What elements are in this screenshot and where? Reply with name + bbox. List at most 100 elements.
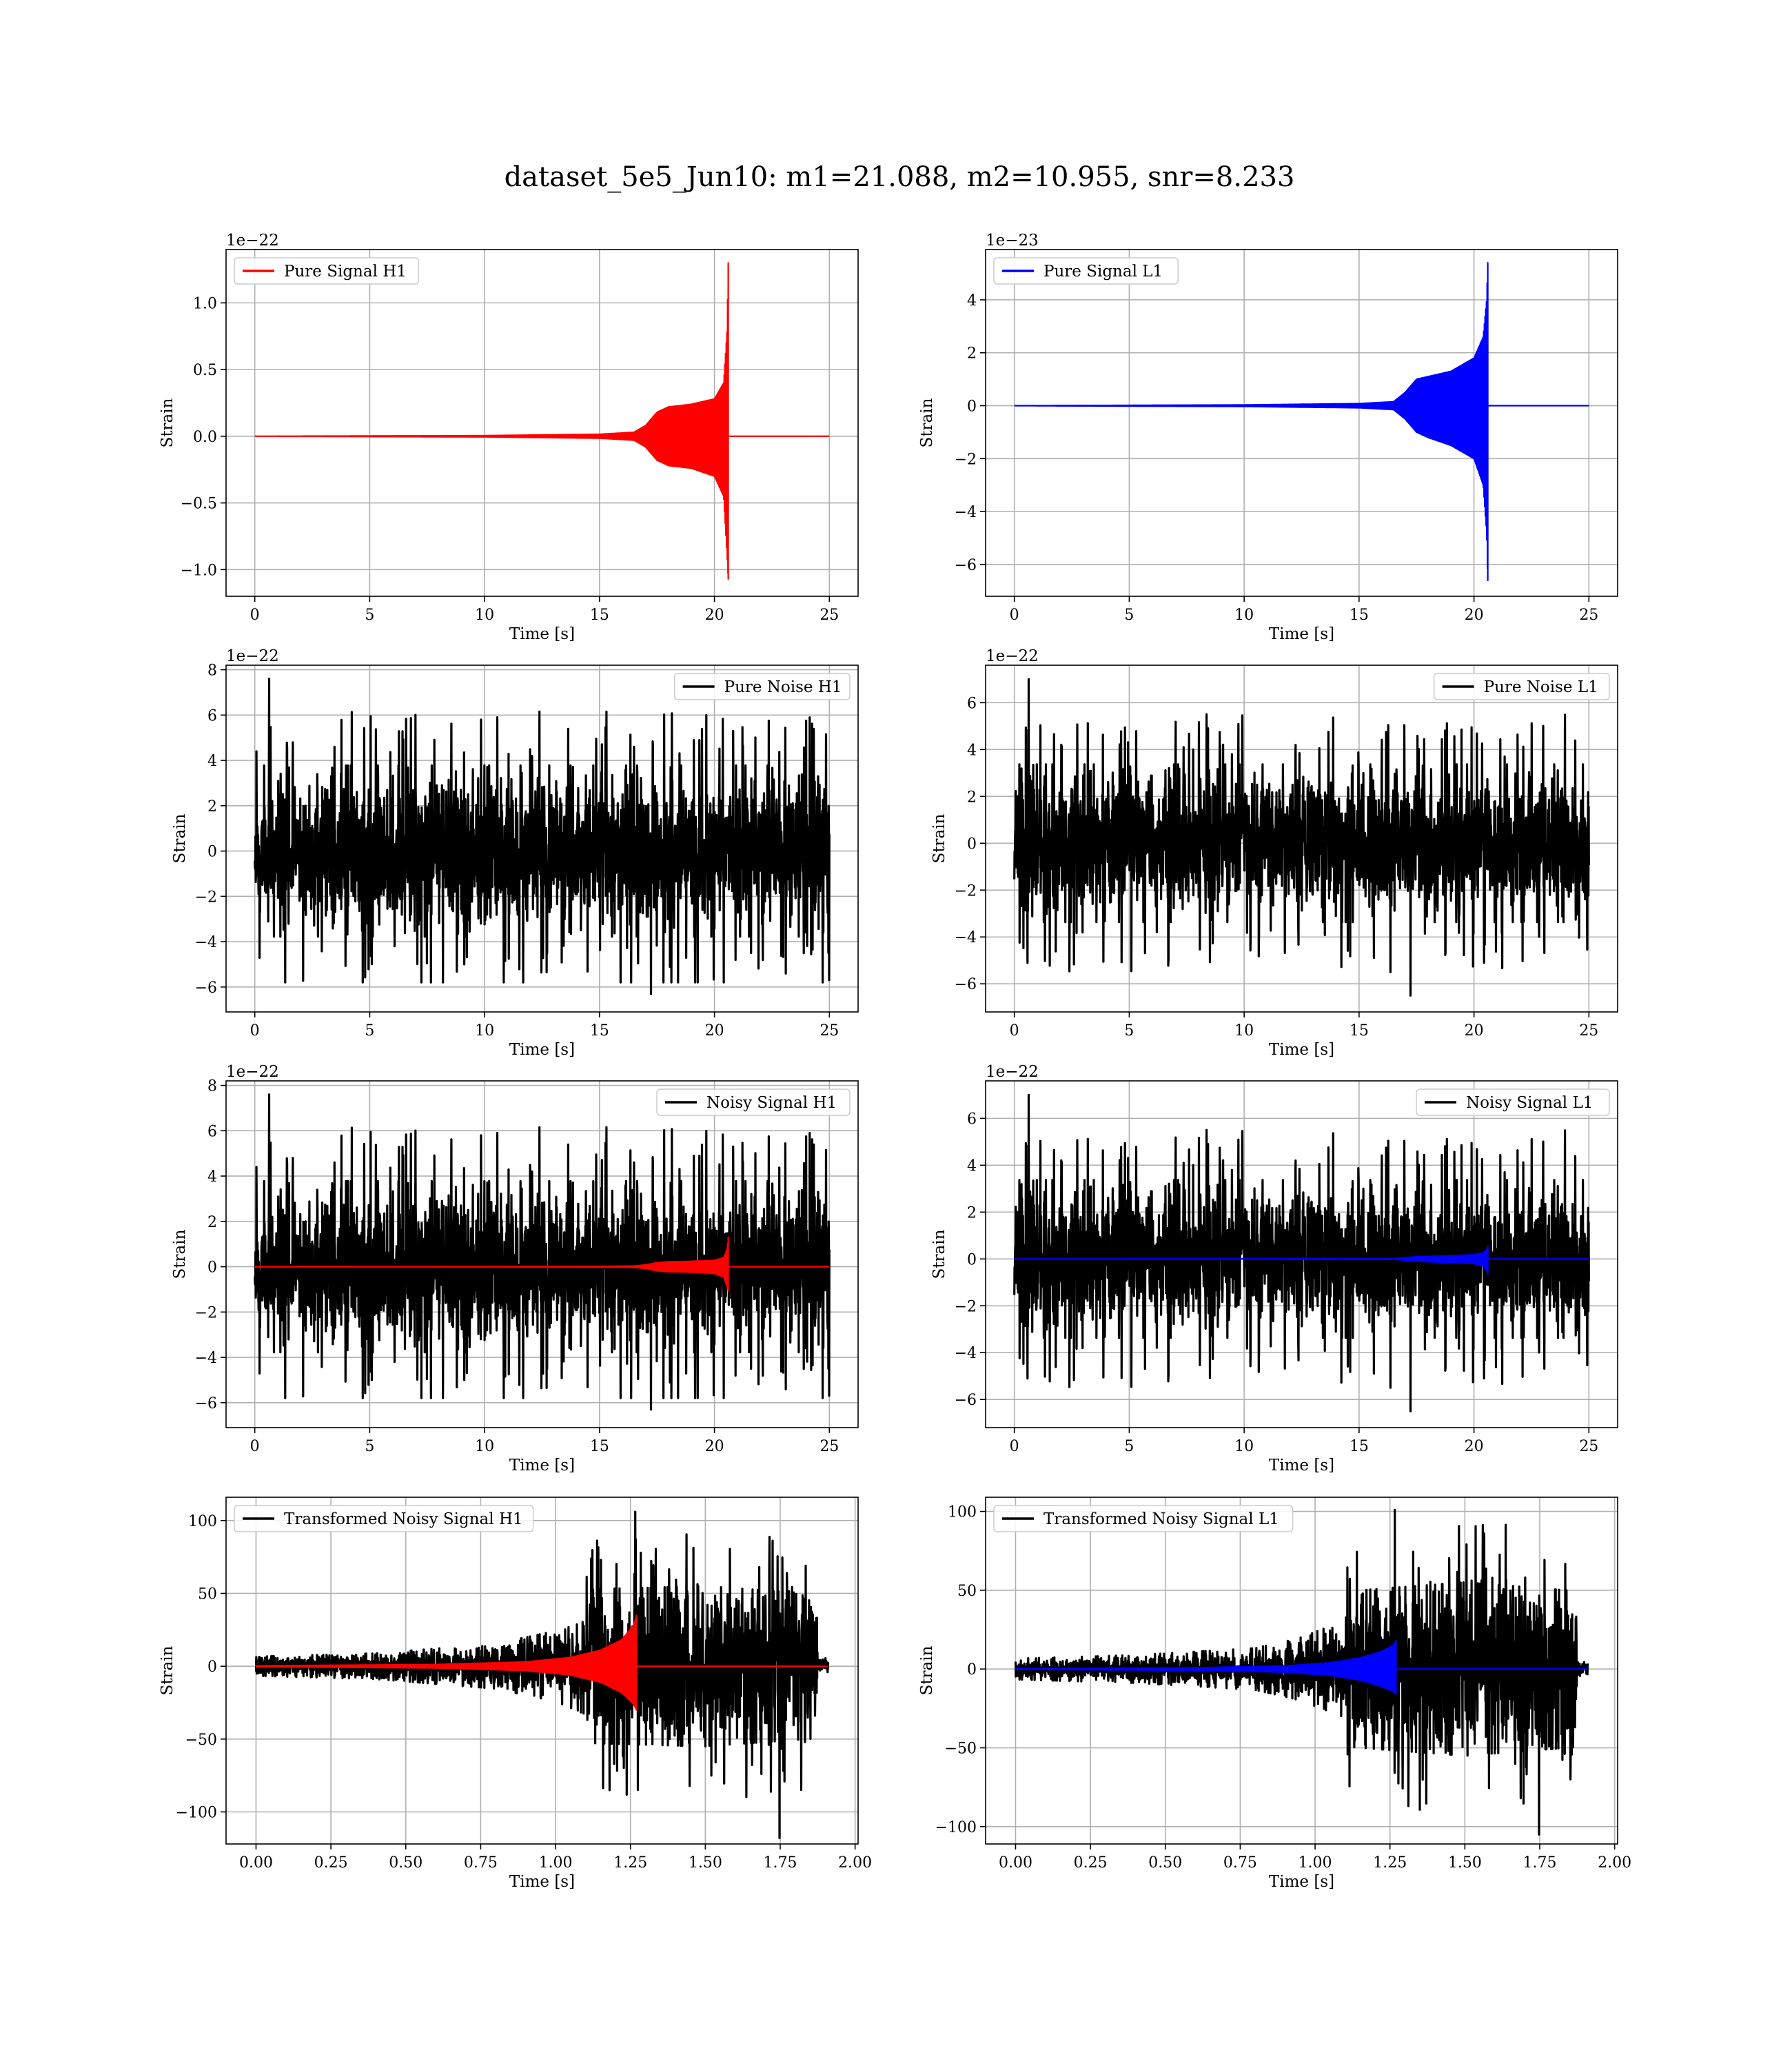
x-tick-label: 0 — [1010, 1022, 1019, 1040]
y-tick-label: −4 — [955, 504, 977, 521]
axes-frame — [985, 1080, 1618, 1428]
y-tick-label: 100 — [188, 1513, 217, 1530]
series-chirp-overlay — [1014, 1245, 1589, 1275]
y-tick-label: 2 — [967, 789, 977, 806]
x-tick-label: 5 — [1124, 1022, 1134, 1040]
y-tick-label: 6 — [207, 707, 217, 724]
x-tick-label: 10 — [475, 1022, 494, 1040]
x-tick-label: 25 — [819, 1438, 839, 1455]
plot-area — [254, 262, 830, 580]
y-tick-label: −2 — [195, 889, 217, 906]
x-tick-label: 20 — [705, 1022, 724, 1040]
x-axis-label: Time [s] — [509, 1873, 575, 1891]
series-chirp-overlay — [255, 1614, 828, 1711]
legend-label: Noisy Signal L1 — [1466, 1094, 1593, 1112]
x-tick-label: 2.00 — [1598, 1854, 1631, 1872]
y-tick-label: 0.0 — [193, 429, 217, 446]
legend-box — [1416, 1088, 1610, 1116]
legend-label: Transformed Noisy Signal H1 — [284, 1510, 523, 1528]
x-tick-label: 0 — [1010, 1438, 1019, 1455]
y-tick-label: 6 — [207, 1123, 217, 1140]
series-transformed-noisy-signal-h1 — [254, 1510, 830, 1840]
y-tick-label: 4 — [967, 742, 977, 759]
legend: Pure Signal L1 — [993, 257, 1179, 285]
x-tick-label: 0 — [250, 1022, 260, 1040]
offset-label: 1e−22 — [986, 647, 1039, 665]
y-tick-label: 0 — [967, 398, 977, 416]
y-tick-label: −100 — [176, 1805, 217, 1822]
y-tick-label: 1.0 — [193, 295, 217, 312]
y-tick-label: 2 — [207, 798, 217, 815]
legend: Noisy Signal L1 — [1416, 1088, 1610, 1116]
x-tick-label: 10 — [1234, 1022, 1254, 1040]
x-tick-label: 0 — [1010, 607, 1019, 624]
y-tick-label: −100 — [935, 1819, 977, 1836]
plot-area — [1014, 262, 1589, 582]
x-tick-label: 15 — [590, 607, 609, 624]
x-tick-label: 15 — [1350, 1438, 1369, 1455]
x-tick-label: 0.75 — [1223, 1854, 1257, 1872]
axes-frame — [225, 1080, 859, 1428]
legend-label: Pure Signal H1 — [284, 263, 407, 281]
legend: Transformed Noisy Signal H1 — [234, 1505, 534, 1532]
y-tick-label: −6 — [195, 1395, 217, 1412]
y-tick-label: 4 — [967, 292, 977, 310]
legend-label: Pure Signal L1 — [1043, 263, 1163, 281]
x-axis-label: Time [s] — [1269, 1457, 1334, 1474]
x-tick-label: 0.25 — [1074, 1854, 1108, 1872]
legend: Transformed Noisy Signal L1 — [993, 1505, 1294, 1532]
y-tick-label: 0 — [207, 1259, 217, 1277]
y-tick-label: −4 — [955, 1345, 977, 1362]
x-tick-label: 10 — [475, 1438, 494, 1455]
x-tick-label: 0 — [250, 607, 260, 624]
y-tick-label: 0 — [207, 1659, 217, 1676]
legend-box — [993, 257, 1179, 285]
chart-transformed-noisy-signal-h1: 0.00 0.25 0.50 0.75 1.00 1.25 1.50 1.75 2.00 −100… — [159, 1497, 872, 1891]
y-tick-label: 8 — [207, 1078, 217, 1095]
x-tick-label: 20 — [705, 607, 724, 624]
y-tick-label: 6 — [967, 1111, 977, 1128]
legend-label: Pure Noise L1 — [1484, 678, 1598, 696]
x-tick-label: 0.00 — [239, 1854, 273, 1872]
chart-pure-noise-l1: 0 5 10 15 20 25 −6 −4 −2 0 2 4 6 Time [s] Strain 1e−22 P… — [930, 647, 1618, 1059]
y-tick-label: −6 — [955, 1392, 977, 1409]
y-tick-label: 100 — [948, 1504, 977, 1521]
series-chirp-overlay — [1015, 1640, 1588, 1695]
y-tick-label: 50 — [957, 1583, 977, 1600]
y-tick-label: −6 — [955, 557, 977, 574]
x-tick-label: 20 — [1465, 607, 1484, 624]
x-tick-label: 1.25 — [613, 1854, 647, 1872]
axes-frame — [985, 249, 1618, 597]
x-tick-label: 10 — [475, 607, 494, 624]
offset-label: 1e−22 — [226, 232, 279, 250]
series-pure-noise-l1 — [1013, 678, 1590, 997]
plot-area — [1013, 678, 1590, 997]
x-tick-label: 25 — [819, 607, 839, 624]
y-tick-label: −2 — [955, 1298, 977, 1315]
y-axis-label: Strain — [918, 398, 936, 447]
y-tick-label: 6 — [967, 695, 977, 712]
plot-area — [254, 1510, 830, 1840]
y-tick-label: −6 — [955, 976, 977, 993]
x-tick-label: 1.25 — [1373, 1854, 1407, 1872]
x-tick-label: 0 — [250, 1438, 260, 1455]
y-tick-label: 0.5 — [193, 362, 217, 379]
series-chirp-overlay — [254, 1236, 830, 1292]
x-tick-label: 5 — [1124, 1438, 1134, 1455]
offset-label: 1e−23 — [986, 232, 1039, 250]
chart-noisy-signal-l1: 0 5 10 15 20 25 −6 −4 −2 0 2 4 6 Time [s] Strain 1e−22 N… — [930, 1063, 1618, 1474]
x-tick-label: 15 — [590, 1438, 609, 1455]
y-tick-label: 4 — [207, 1168, 217, 1186]
y-tick-label: 4 — [207, 753, 217, 770]
x-axis-label: Time [s] — [1269, 1041, 1334, 1059]
offset-label: 1e−22 — [226, 1063, 279, 1081]
x-axis-label: Time [s] — [509, 625, 575, 643]
legend-label: Transformed Noisy Signal L1 — [1043, 1510, 1279, 1528]
x-tick-label: 1.50 — [1448, 1854, 1482, 1872]
y-tick-label: −2 — [955, 451, 977, 468]
x-tick-label: 25 — [1579, 1022, 1598, 1040]
y-tick-label: 2 — [967, 1204, 977, 1221]
y-tick-label: −4 — [195, 1350, 217, 1367]
y-tick-label: 0 — [967, 1251, 977, 1268]
